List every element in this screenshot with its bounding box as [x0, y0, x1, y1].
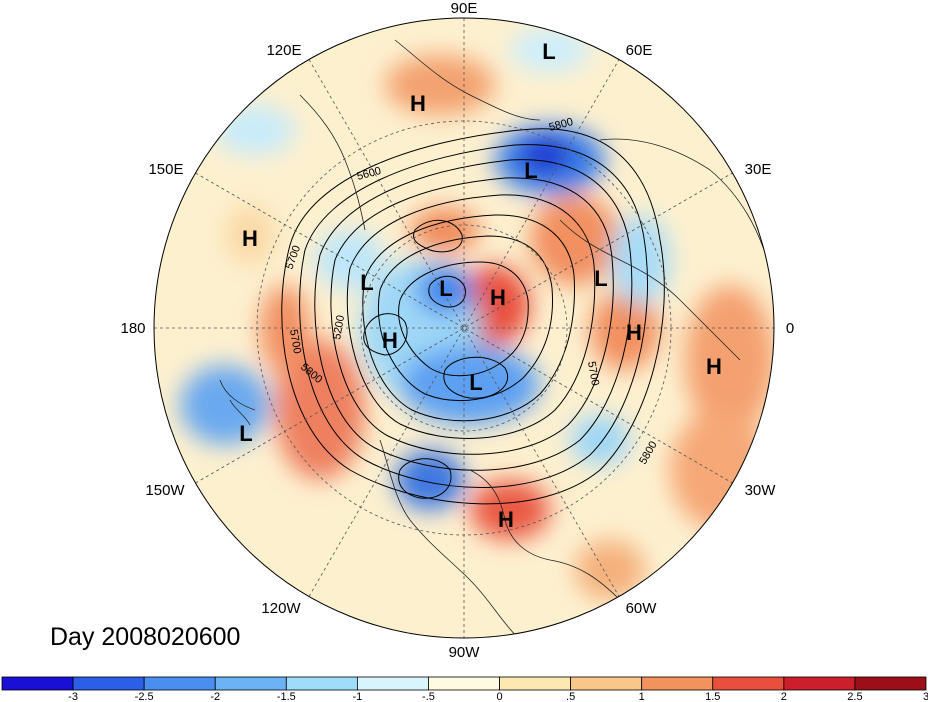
lon-label-30e: 30E — [745, 161, 772, 178]
colorbar-tick-label: -1.5 — [277, 691, 296, 702]
colorbar-swatch — [428, 676, 500, 691]
lon-label-60e: 60E — [626, 42, 653, 59]
lon-label-150w: 150W — [145, 482, 185, 499]
lon-label-90w: 90W — [449, 644, 481, 661]
low-center-marker: L — [594, 266, 607, 291]
colorbar-tick-label: -2 — [210, 691, 220, 702]
colorbar-swatch — [356, 676, 429, 691]
colorbar-tick-label: -1 — [352, 691, 362, 702]
lon-label-30w: 30W — [745, 482, 777, 499]
lon-label-0: 0 — [786, 320, 794, 337]
colorbar-tick-label: 2.5 — [847, 691, 862, 702]
high-center-marker: H — [498, 507, 514, 532]
contour-label: 5700 — [287, 328, 303, 354]
height-contours — [281, 128, 665, 505]
high-center-marker: H — [410, 91, 426, 116]
colorbar-tick-label: -.5 — [422, 691, 435, 702]
colorbar-tick-label: 1 — [639, 691, 645, 702]
colorbar-tick-label: 0 — [496, 691, 502, 702]
low-center-marker: L — [239, 421, 252, 446]
high-center-marker: H — [706, 354, 722, 379]
colorbar-swatch — [641, 676, 714, 691]
high-center-marker: H — [242, 226, 258, 251]
colorbar-tick-label: 2 — [781, 691, 787, 702]
high-center-marker: H — [626, 320, 642, 345]
colorbar-swatch — [570, 676, 643, 691]
pressure-centers: L H L H L H L H H L H H L H L — [239, 39, 722, 532]
lon-label-120e: 120E — [266, 42, 301, 59]
colorbar: -3 -2.5 -2 -1.5 -1 -.5 0 .5 1 1.5 2 2.5 3 — [1, 676, 928, 702]
high-center-marker: H — [382, 328, 398, 353]
colorbar-tick-label: .5 — [566, 691, 575, 702]
lon-label-150e: 150E — [148, 161, 183, 178]
low-center-marker: L — [439, 276, 452, 301]
contour-label: 5200 — [331, 314, 347, 340]
colorbar-swatch — [854, 676, 927, 691]
colorbar-swatch — [72, 676, 145, 691]
colorbar-swatch — [712, 676, 785, 691]
map-border — [153, 17, 775, 639]
colorbar-swatch — [1, 676, 74, 691]
contour-label: 5700 — [585, 360, 601, 386]
graticule — [154, 18, 774, 638]
colorbar-swatch — [783, 676, 856, 691]
lon-label-90e: 90E — [451, 0, 478, 17]
low-center-marker: L — [524, 158, 537, 183]
coastlines — [219, 39, 771, 638]
colorbar-tick-label: -2.5 — [135, 691, 154, 702]
low-center-marker: L — [360, 270, 373, 295]
colorbar-tick-label: 1.5 — [705, 691, 720, 702]
lon-label-180: 180 — [120, 320, 145, 337]
colorbar-swatch — [143, 676, 216, 691]
high-center-marker: H — [490, 285, 506, 310]
low-center-marker: L — [542, 39, 555, 64]
lon-label-120w: 120W — [261, 600, 301, 617]
colorbar-swatch — [499, 676, 572, 691]
lon-label-60w: 60W — [626, 600, 658, 617]
low-center-marker: L — [469, 370, 482, 395]
colorbar-tick-label: -3 — [68, 691, 78, 702]
date-title: Day 2008020600 — [50, 623, 240, 651]
colorbar-swatch — [285, 676, 358, 691]
colorbar-tick-label: 3 — [923, 691, 928, 702]
longitude-labels: 90E 60E 30E 0 30W 60W 90W 120W 150W 180 … — [120, 0, 794, 661]
colorbar-swatch — [214, 676, 287, 691]
